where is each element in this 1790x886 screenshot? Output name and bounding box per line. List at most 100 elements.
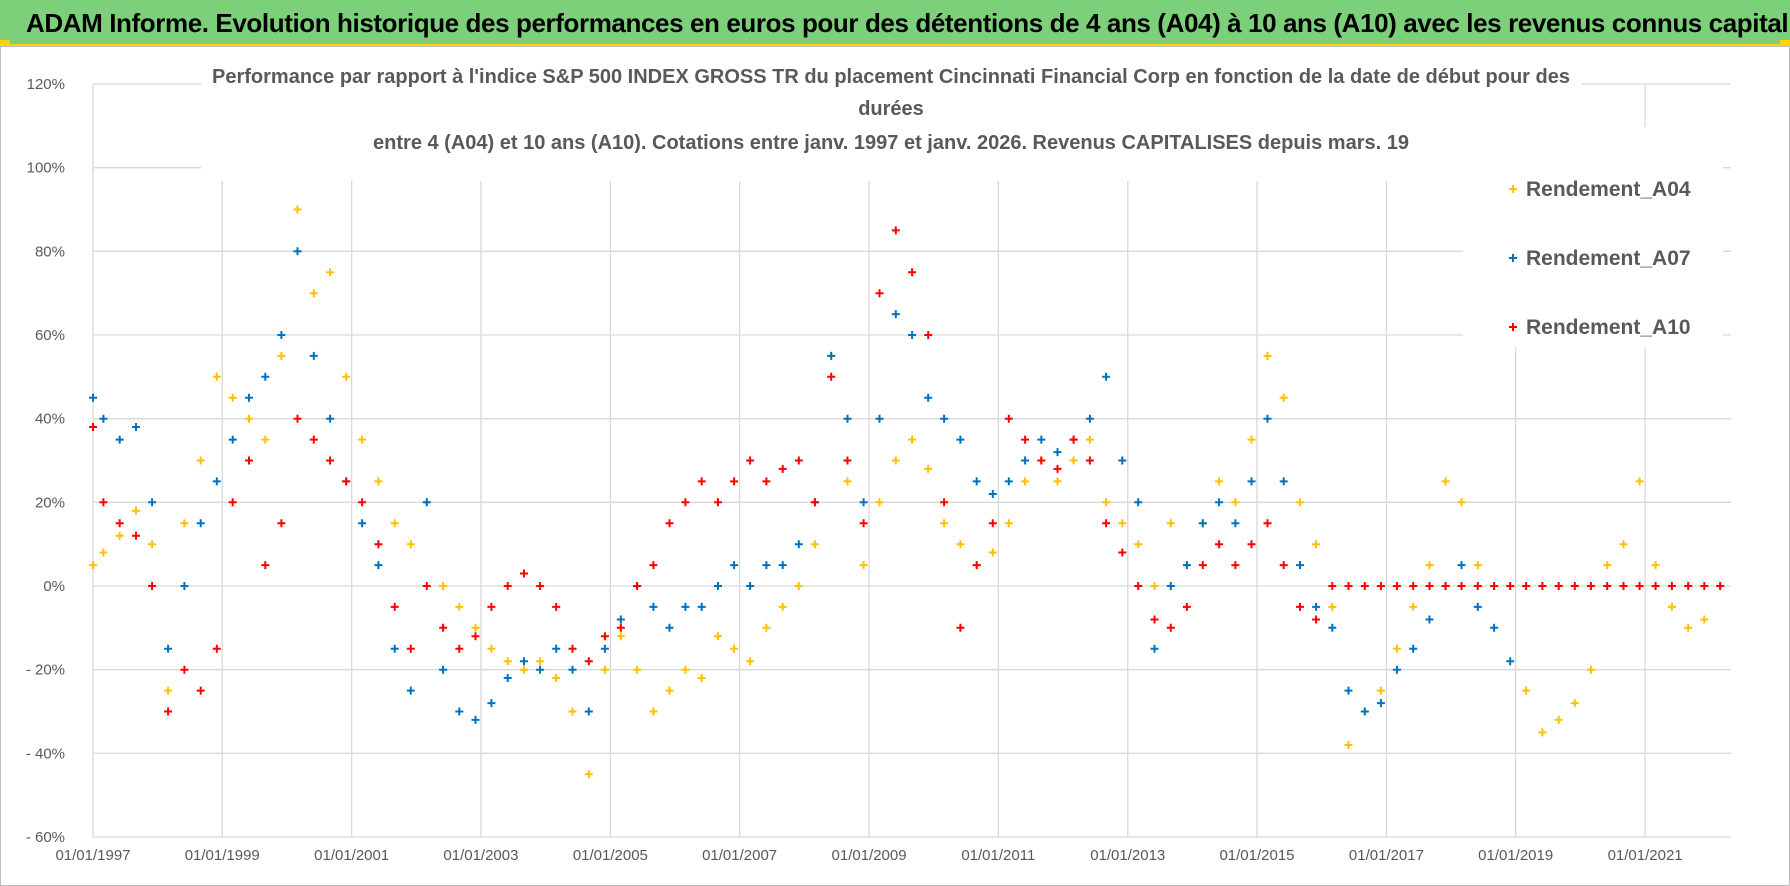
data-point <box>132 531 140 540</box>
data-point <box>843 414 852 423</box>
data-point <box>261 435 270 444</box>
data-point <box>293 205 302 214</box>
data-point <box>1198 561 1207 570</box>
x-tick-label: 01/01/2011 <box>961 847 1035 864</box>
data-point <box>1118 519 1127 528</box>
data-point <box>827 372 836 381</box>
data-point <box>956 623 965 632</box>
data-point <box>762 623 771 632</box>
data-point <box>988 548 997 557</box>
data-point <box>132 423 140 431</box>
data-point <box>1425 561 1434 570</box>
data-point <box>1392 665 1401 674</box>
data-point <box>99 498 108 507</box>
data-point <box>924 393 933 402</box>
data-point <box>1651 561 1660 570</box>
data-point <box>180 582 189 590</box>
data-point <box>115 519 124 528</box>
data-point <box>406 686 415 695</box>
data-point <box>616 615 625 624</box>
data-point <box>924 464 933 473</box>
data-point <box>875 414 884 423</box>
data-point <box>1004 519 1013 528</box>
data-point <box>794 540 803 549</box>
data-point <box>600 665 609 674</box>
data-point <box>891 310 900 319</box>
data-point <box>277 351 286 360</box>
data-point <box>940 414 949 423</box>
data-point <box>568 665 577 674</box>
y-tick-label: 40% <box>35 411 65 428</box>
data-point <box>326 414 335 423</box>
data-point <box>1296 602 1304 611</box>
data-point <box>697 602 706 611</box>
data-point <box>406 644 415 653</box>
data-point <box>1457 561 1466 570</box>
data-point <box>228 435 237 444</box>
data-point <box>1069 456 1078 465</box>
data-point <box>1360 582 1369 590</box>
data-point <box>1376 582 1385 590</box>
data-points <box>89 205 1725 779</box>
data-point <box>1700 582 1709 590</box>
data-point <box>1392 582 1401 590</box>
data-point <box>1570 582 1579 590</box>
data-point <box>455 602 464 611</box>
x-tick-label: 01/01/1997 <box>55 847 130 864</box>
data-point <box>1344 686 1353 695</box>
data-point <box>859 498 868 507</box>
data-point <box>1473 561 1482 570</box>
data-point <box>1328 582 1337 590</box>
data-point <box>89 561 97 570</box>
data-point <box>1247 540 1256 549</box>
data-point <box>843 477 852 486</box>
report-banner: ADAM Informe. Evolution historique des p… <box>0 0 1790 46</box>
data-point <box>390 644 399 653</box>
data-point <box>228 393 237 402</box>
data-point <box>1473 582 1482 590</box>
data-point <box>228 498 237 507</box>
data-point <box>245 456 253 465</box>
data-point <box>616 632 625 641</box>
data-point <box>455 707 464 716</box>
data-point <box>164 644 173 653</box>
data-point <box>503 582 512 590</box>
data-point <box>277 331 286 339</box>
data-point <box>1392 644 1401 653</box>
data-point <box>374 561 383 570</box>
data-point <box>439 623 448 632</box>
y-tick-label: 120% <box>27 76 65 93</box>
data-point <box>439 665 448 674</box>
data-point <box>1409 602 1418 611</box>
data-point <box>1215 540 1224 549</box>
data-point <box>1134 498 1143 507</box>
data-point <box>681 665 690 674</box>
data-point <box>908 435 917 444</box>
data-point <box>1053 448 1062 457</box>
legend-marker <box>1509 254 1517 262</box>
x-tick-label: 01/01/2019 <box>1478 847 1553 864</box>
data-point <box>1490 623 1499 632</box>
data-point <box>1021 456 1030 465</box>
data-point <box>1134 540 1143 549</box>
data-point <box>584 657 593 666</box>
data-point <box>1134 582 1143 590</box>
data-point <box>988 519 997 528</box>
data-point <box>1700 615 1709 624</box>
x-tick-label: 01/01/2017 <box>1349 847 1424 864</box>
data-point <box>649 561 658 570</box>
data-point <box>1312 602 1321 611</box>
data-point <box>600 644 609 653</box>
y-tick-label: - 40% <box>26 745 65 762</box>
data-point <box>293 414 302 423</box>
y-tick-label: 80% <box>35 243 65 260</box>
data-point <box>972 561 981 570</box>
data-point <box>1457 582 1466 590</box>
data-point <box>1053 464 1062 473</box>
x-tick-label: 01/01/2001 <box>314 847 389 864</box>
data-point <box>1425 582 1434 590</box>
data-point <box>697 674 706 682</box>
data-point <box>196 519 205 528</box>
data-point <box>422 582 431 590</box>
data-point <box>1150 644 1159 653</box>
